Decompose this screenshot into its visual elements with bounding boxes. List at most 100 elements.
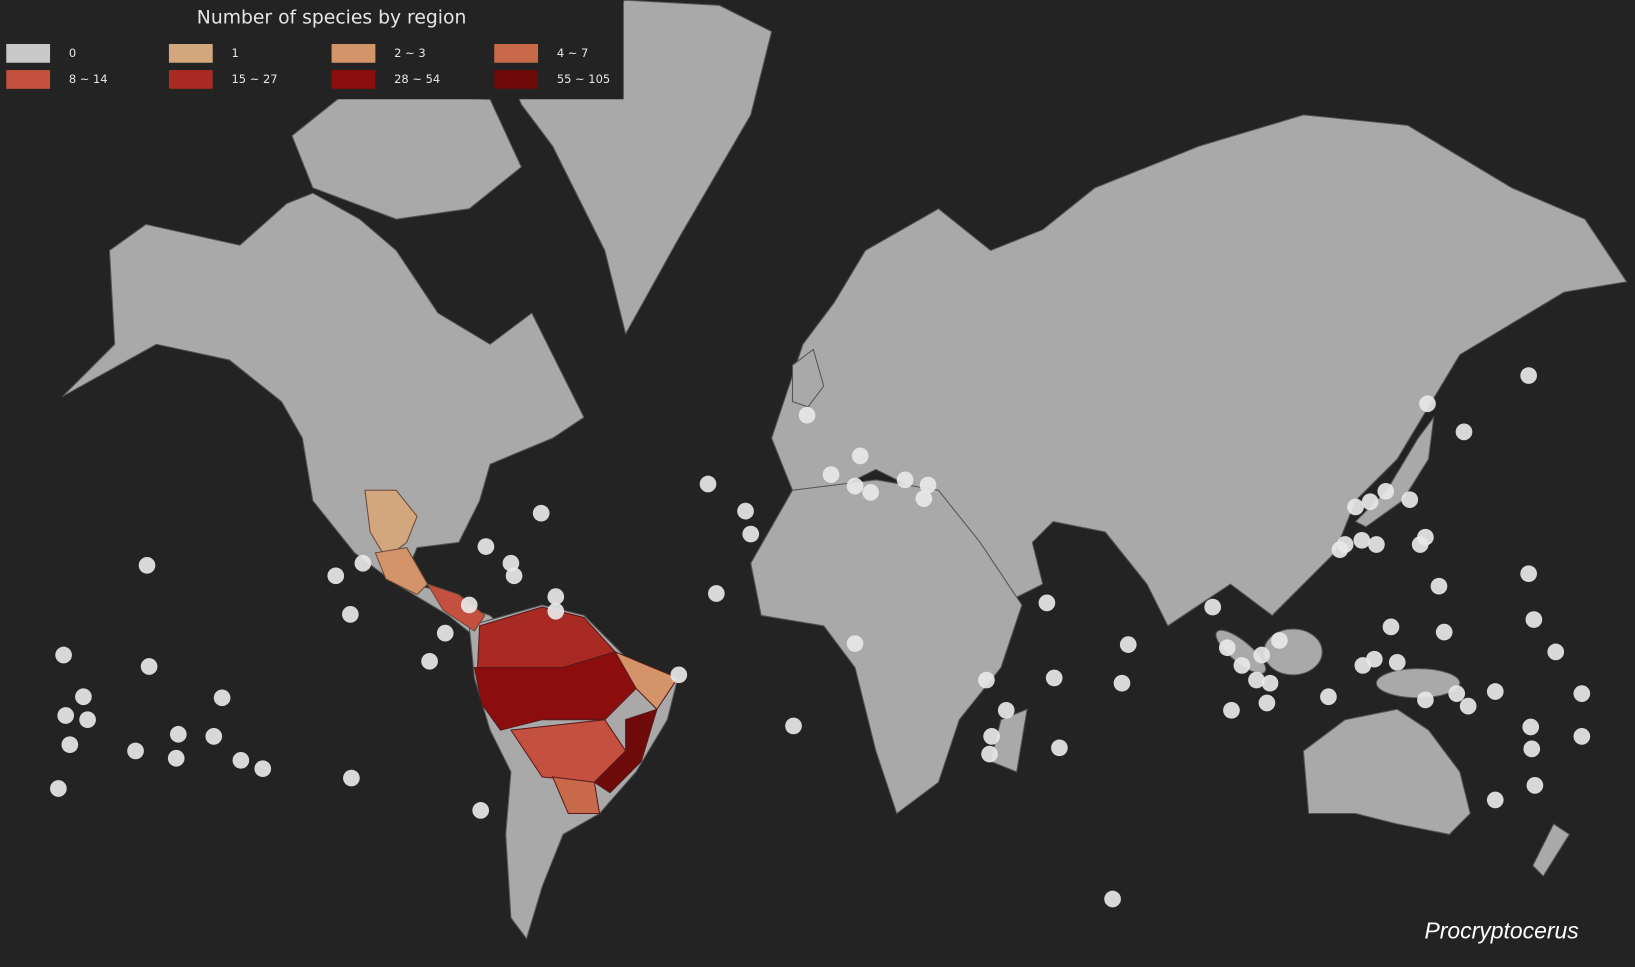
island-marker [1377, 482, 1395, 500]
island-marker [1525, 611, 1543, 628]
island-marker [1430, 577, 1448, 595]
island-marker [505, 567, 523, 585]
island-marker [167, 749, 185, 767]
island-marker [1248, 671, 1265, 689]
island-marker [851, 447, 869, 465]
island-marker [1045, 669, 1063, 687]
island-marker [1417, 528, 1434, 546]
legend-label: 4 ~ 7 [557, 46, 588, 60]
legend-swatch [168, 70, 213, 89]
island-marker [140, 658, 158, 675]
island-marker [846, 477, 864, 495]
island-marker [138, 557, 156, 574]
legend-swatch [6, 43, 51, 63]
legend-label: 55 ~ 105 [557, 72, 610, 86]
island-marker [532, 504, 550, 522]
new-guinea [1375, 668, 1461, 699]
island-marker [232, 752, 250, 769]
central-america [426, 583, 486, 632]
island-marker [699, 475, 717, 493]
legend-label: 0 [69, 46, 76, 60]
island-marker [472, 802, 490, 819]
island-marker [1361, 493, 1379, 511]
island-marker [213, 689, 231, 707]
island-marker [1218, 639, 1236, 657]
legend: 0 1 2 ~ 3 4 ~ 7 8 ~ 14 15 ~ 27 28 ~ 54 55 ~ 105 [6, 43, 610, 89]
island-marker [1417, 691, 1434, 709]
legend-label: 1 [231, 46, 238, 60]
island-marker [1435, 623, 1453, 641]
island-marker [846, 635, 864, 652]
island-marker [798, 406, 816, 424]
island-marker [1459, 697, 1477, 715]
legend-swatch [168, 43, 213, 63]
island-marker [79, 711, 96, 729]
island-marker [1520, 367, 1537, 384]
north-america [62, 192, 585, 637]
caption: Procryptocerus [1424, 917, 1578, 943]
legend-label: 2 ~ 3 [394, 46, 425, 60]
island-marker [547, 588, 565, 605]
island-marker [1573, 728, 1591, 745]
island-marker [862, 484, 880, 501]
island-marker [50, 780, 67, 797]
island-marker [1547, 643, 1565, 661]
island-markers [50, 367, 1591, 908]
legend-label: 28 ~ 54 [394, 72, 440, 86]
island-marker [896, 471, 914, 489]
island-marker [127, 742, 144, 760]
britain [791, 348, 825, 408]
island-marker [1347, 498, 1364, 516]
island-marker [708, 585, 725, 602]
legend-swatch [6, 70, 51, 89]
island-marker [737, 502, 754, 520]
island-marker [981, 745, 998, 763]
island-marker [1271, 632, 1288, 649]
island-marker [169, 725, 187, 743]
island-marker [1261, 674, 1279, 692]
island-marker [1353, 531, 1371, 549]
legend-swatch [331, 70, 376, 89]
island-marker [57, 707, 75, 724]
island-marker [978, 671, 995, 689]
island-marker [327, 567, 345, 585]
island-marker [1448, 685, 1466, 702]
island-marker [1320, 688, 1337, 706]
island-marker [1204, 598, 1222, 616]
island-marker [421, 652, 438, 670]
island-marker [1522, 718, 1540, 736]
island-marker [785, 717, 802, 735]
island-marker [460, 596, 478, 614]
island-marker [1523, 740, 1541, 758]
island-marker [1258, 694, 1276, 712]
island-marker [1388, 653, 1406, 671]
island-marker [1486, 791, 1504, 809]
island-marker [915, 490, 933, 507]
island-marker [1368, 536, 1385, 553]
island-marker [254, 760, 272, 778]
island-marker [1526, 777, 1544, 794]
australia [1302, 708, 1471, 835]
island-marker [919, 476, 937, 494]
island-marker [477, 538, 495, 555]
island-marker [1401, 491, 1419, 509]
island-marker [1051, 739, 1068, 757]
island-marker [1455, 423, 1473, 441]
island-marker [1253, 646, 1271, 664]
island-marker [1038, 594, 1056, 612]
island-marker [983, 728, 1000, 745]
island-marker [1233, 657, 1251, 674]
island-marker [55, 646, 72, 664]
legend-title: Number of species by region [197, 7, 467, 28]
island-marker [822, 466, 840, 483]
island-marker [436, 624, 454, 642]
southern-cone [551, 776, 601, 815]
island-marker [205, 728, 223, 745]
island-marker [1119, 636, 1137, 653]
africa [750, 479, 1023, 815]
island-marker [1365, 650, 1383, 668]
island-marker [547, 602, 565, 620]
new-zealand [1532, 823, 1571, 877]
island-marker [1419, 395, 1436, 413]
